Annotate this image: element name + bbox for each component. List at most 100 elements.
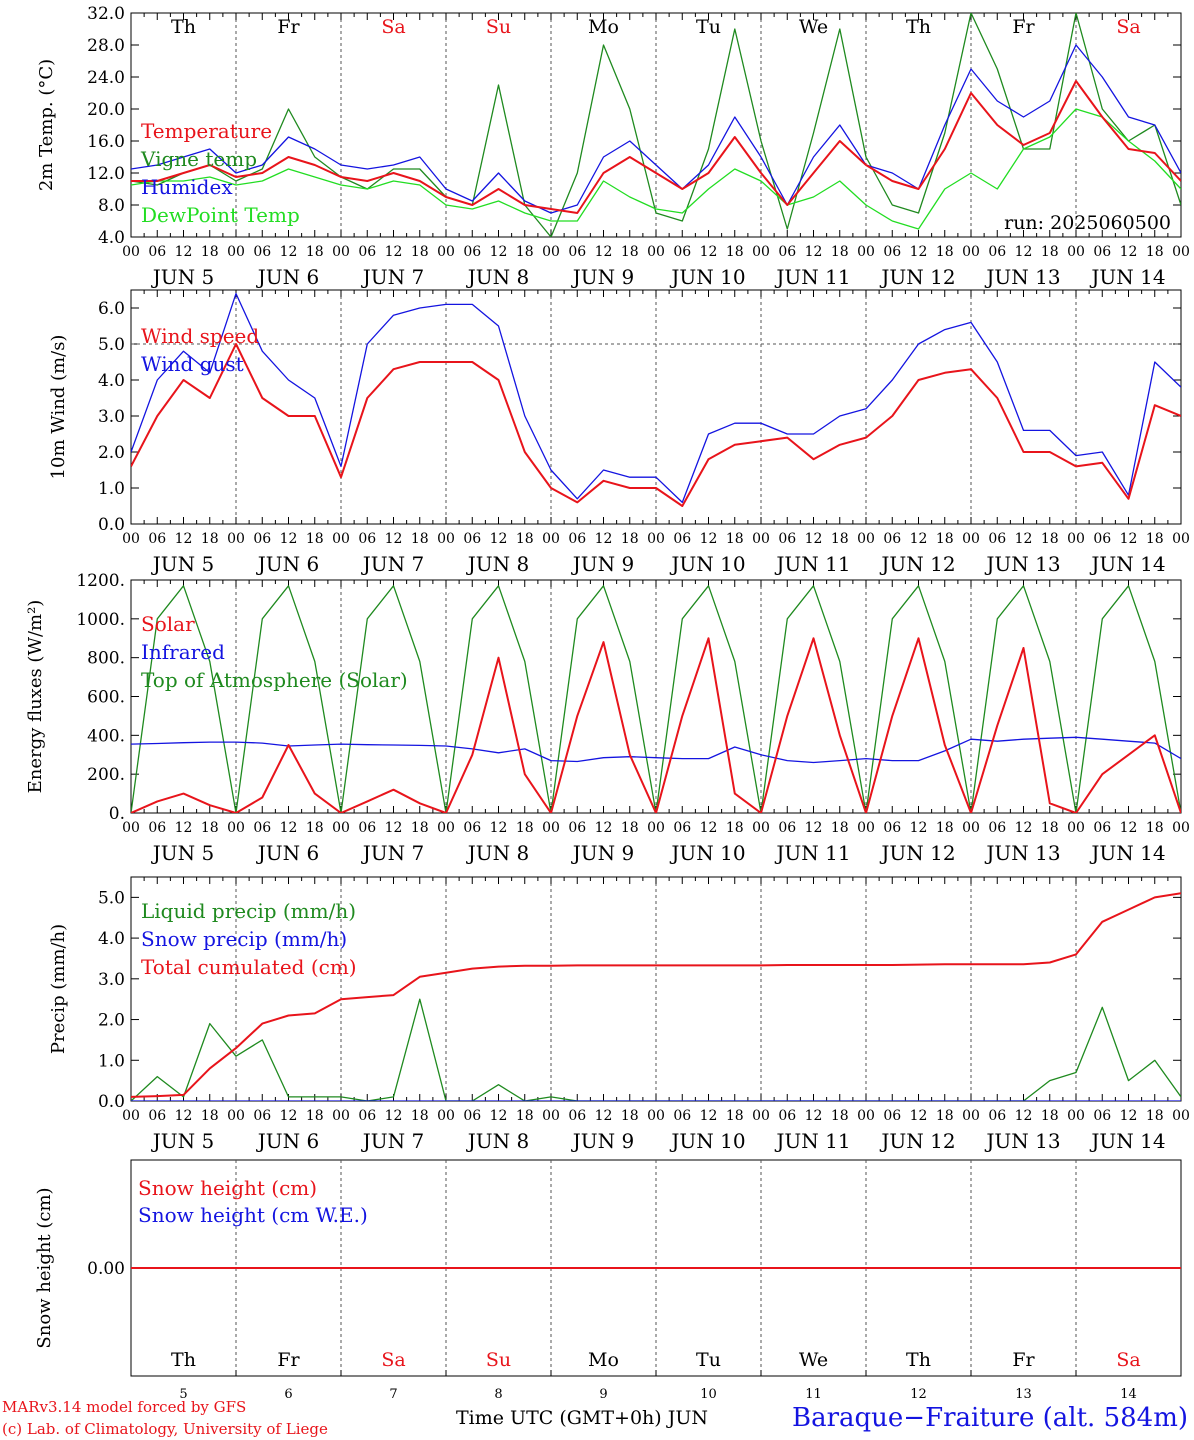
hour-tick-label: 12	[805, 820, 823, 836]
hour-tick-label: 18	[621, 244, 639, 260]
day-label: JUN 9	[571, 841, 634, 865]
y-tick-label: 32.0	[87, 4, 125, 24]
day-number-label: 10	[700, 1387, 717, 1402]
weekday-label: Fr	[1012, 1349, 1035, 1371]
y-tick-label: 3.0	[98, 407, 125, 427]
hour-tick-label: 06	[568, 531, 586, 547]
legend-entry: Humidex	[141, 175, 233, 199]
weekday-label: Fr	[277, 1349, 300, 1371]
hour-tick-label: 18	[726, 531, 744, 547]
hour-tick-label: 12	[1015, 1108, 1033, 1124]
hour-tick-label: 18	[201, 531, 219, 547]
hour-tick-label: 18	[621, 531, 639, 547]
day-number-label: 9	[599, 1387, 607, 1402]
hour-tick-label: 00	[962, 820, 980, 836]
hour-tick-label: 00	[962, 244, 980, 260]
y-tick-label: 1.0	[98, 479, 125, 499]
hour-tick-label: 06	[883, 244, 901, 260]
hour-tick-label: 06	[463, 820, 481, 836]
hour-tick-label: 18	[831, 1108, 849, 1124]
hour-tick-label: 12	[1120, 1108, 1138, 1124]
legend-entry: Vigne temp	[140, 147, 257, 171]
legend-entry: Snow precip (mm/h)	[141, 927, 347, 951]
hour-tick-label: 18	[1041, 820, 1059, 836]
weekday-label: Fr	[1012, 16, 1035, 38]
y-tick-label: 400.	[87, 726, 125, 746]
hour-tick-label: 18	[726, 244, 744, 260]
hour-tick-label: 06	[673, 1108, 691, 1124]
hour-tick-label: 12	[1015, 531, 1033, 547]
legend-entry: Infrared	[141, 640, 225, 664]
y-tick-label: 5.0	[98, 888, 125, 908]
hour-tick-label: 18	[726, 820, 744, 836]
weekday-label: Tu	[696, 1349, 721, 1371]
hour-tick-label: 12	[700, 820, 718, 836]
hour-tick-label: 12	[595, 1108, 613, 1124]
hour-tick-label: 00	[857, 531, 875, 547]
credit-line-1: MARv3.14 model forced by GFS	[2, 1398, 246, 1416]
day-label: JUN 10	[669, 552, 745, 576]
hour-tick-label: 18	[831, 244, 849, 260]
day-number-label: 5	[179, 1387, 187, 1402]
hour-tick-label: 00	[962, 531, 980, 547]
hour-tick-label: 06	[988, 820, 1006, 836]
weekday-label: Tu	[696, 16, 721, 38]
hour-tick-label: 18	[411, 531, 429, 547]
weekday-label: We	[799, 16, 828, 38]
hour-tick-label: 12	[175, 531, 193, 547]
hour-tick-label: 18	[621, 820, 639, 836]
hour-tick-label: 00	[437, 244, 455, 260]
legend-entry: Solar	[141, 612, 195, 636]
day-number-label: 12	[910, 1387, 927, 1402]
hour-tick-label: 18	[621, 1108, 639, 1124]
hour-tick-label: 00	[857, 244, 875, 260]
weekday-label: Sa	[1116, 16, 1140, 38]
day-label: JUN 6	[256, 265, 319, 289]
y-tick-label: 200.	[87, 765, 125, 785]
hour-tick-label: 00	[542, 531, 560, 547]
day-label: JUN 6	[256, 841, 319, 865]
station-name: Baraque−Fraiture (alt. 584m)	[792, 1403, 1188, 1433]
hour-tick-label: 18	[1041, 1108, 1059, 1124]
panel-3: 0. 200. 400. 600. 800. 1000. 1200. Energy fluxe…	[25, 571, 1190, 865]
hour-tick-label: 06	[673, 820, 691, 836]
series-line-liquid-precip-mm-h	[131, 998, 1181, 1101]
hour-tick-label: 06	[988, 531, 1006, 547]
hour-tick-label: 18	[831, 531, 849, 547]
day-label: JUN 5	[151, 552, 214, 576]
hour-tick-label: 18	[411, 820, 429, 836]
panels: 4.0 8.0 12.0 16.0 20.0 24.0 28.0 32.0 2m Temp. (…	[25, 4, 1190, 1402]
hour-tick-label: 18	[936, 820, 954, 836]
day-number-label: 14	[1120, 1387, 1137, 1402]
y-tick-label: 3.0	[98, 970, 125, 990]
time-axis-label: Time UTC (GMT+0h) JUN	[456, 1407, 708, 1429]
hour-tick-label: 00	[1172, 244, 1190, 260]
y-tick-label: 4.0	[98, 371, 125, 391]
hour-tick-label: 18	[201, 1108, 219, 1124]
legend-entry: Snow height (cm)	[138, 1176, 317, 1200]
weekday-label: Fr	[277, 16, 300, 38]
weekday-label: Su	[486, 16, 511, 38]
hour-tick-label: 18	[516, 1108, 534, 1124]
y-tick-label: 24.0	[87, 68, 125, 88]
hour-tick-label: 12	[805, 244, 823, 260]
day-label: JUN 5	[151, 1129, 214, 1153]
hour-tick-label: 00	[437, 531, 455, 547]
hour-tick-label: 06	[778, 244, 796, 260]
hour-tick-label: 12	[910, 531, 928, 547]
day-label: JUN 9	[571, 552, 634, 576]
hour-tick-label: 12	[385, 244, 403, 260]
hour-tick-label: 00	[332, 531, 350, 547]
weekday-label: We	[799, 1349, 828, 1371]
hour-tick-label: 00	[962, 1108, 980, 1124]
legend-entry: Liquid precip (mm/h)	[141, 899, 356, 923]
hour-tick-label: 00	[227, 531, 245, 547]
y-tick-label: 0.00	[87, 1259, 125, 1279]
hour-tick-label: 12	[280, 1108, 298, 1124]
hour-tick-label: 06	[1093, 531, 1111, 547]
hour-tick-label: 00	[332, 1108, 350, 1124]
day-label: JUN 11	[774, 841, 850, 865]
hour-tick-label: 12	[1015, 820, 1033, 836]
hour-tick-label: 00	[542, 820, 560, 836]
hour-tick-label: 18	[411, 244, 429, 260]
